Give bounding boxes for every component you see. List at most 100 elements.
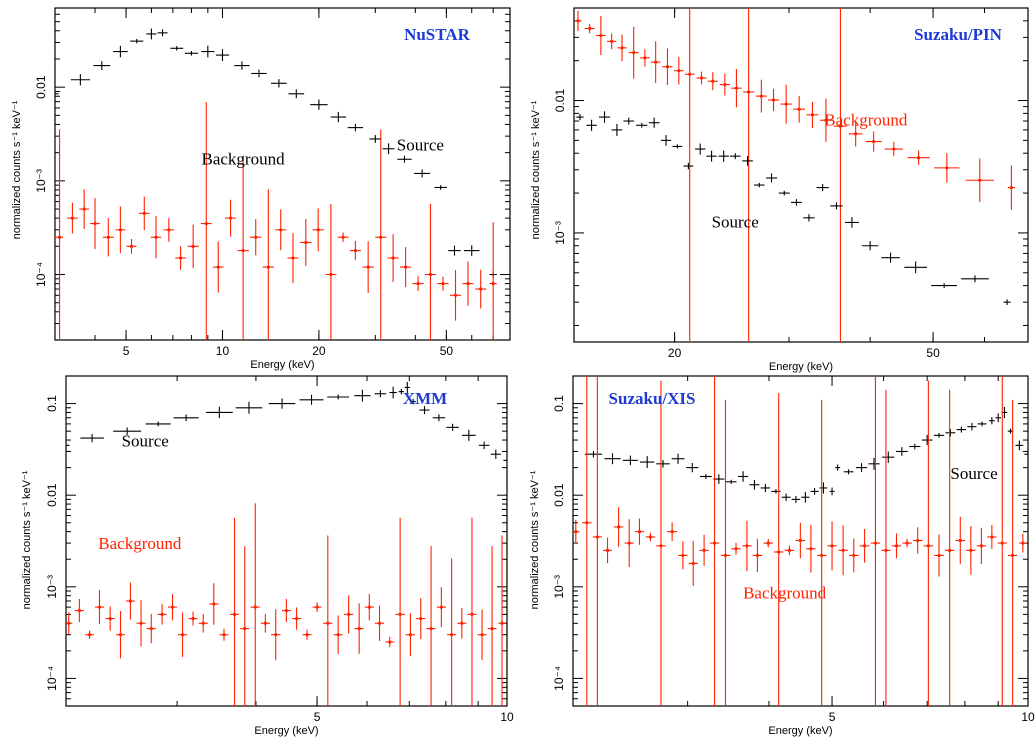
- y-tick-label: 0.1: [552, 395, 566, 412]
- background-data-point: [85, 630, 95, 639]
- background-data-point: [198, 613, 208, 633]
- background-data-point: [229, 517, 240, 706]
- x-axis-label: Energy (keV): [254, 725, 318, 737]
- background-data-point: [1007, 399, 1018, 706]
- background-data-point: [178, 612, 188, 657]
- background-data-point: [300, 219, 312, 266]
- background-data-point: [209, 583, 219, 625]
- source-data-point: [205, 406, 233, 419]
- background-data-point: [250, 219, 262, 256]
- background-data-point: [645, 532, 656, 542]
- background-data-point: [477, 609, 487, 660]
- background-data-point: [395, 517, 405, 706]
- x-axis-label: Energy (keV): [769, 361, 833, 373]
- background-data-point: [175, 246, 186, 270]
- annotation-source: Source: [397, 136, 444, 155]
- x-tick-label: 20: [668, 346, 682, 360]
- y-tick-label: 0.01: [45, 483, 59, 507]
- source-data-point: [310, 99, 328, 110]
- background-data-point: [731, 542, 741, 555]
- source-data-point: [598, 111, 611, 123]
- source-data-point: [829, 487, 835, 496]
- y-tick-label: 10⁻³: [552, 575, 566, 599]
- source-data-point: [695, 143, 706, 155]
- background-data-point: [399, 247, 412, 288]
- background-series: [574, 8, 1016, 342]
- source-data-point: [271, 79, 287, 88]
- source-data-point: [432, 414, 446, 422]
- source-series: [55, 28, 497, 278]
- y-tick-label: 10⁻³: [34, 169, 48, 193]
- plot-frame: [54, 7, 511, 341]
- source-data-point: [816, 184, 829, 192]
- background-data-point: [437, 276, 449, 291]
- source-series: [576, 111, 1011, 305]
- annotation-source: Source: [950, 464, 997, 483]
- x-tick-label: 50: [926, 346, 940, 360]
- source-data-point: [66, 442, 70, 449]
- background-data-point: [881, 389, 891, 706]
- source-data-point: [299, 394, 324, 405]
- background-data-point: [806, 101, 819, 128]
- source-data-point: [989, 417, 995, 425]
- background-data-point: [200, 102, 212, 340]
- background-data-point: [126, 238, 137, 254]
- background-data-point: [743, 8, 755, 342]
- background-data-point: [673, 56, 684, 85]
- background-data-point: [768, 88, 780, 112]
- background-data-point: [405, 613, 416, 657]
- background-data-point: [157, 604, 167, 625]
- y-axis-label: normalized counts s⁻¹ keV⁻¹: [11, 100, 23, 239]
- background-data-point: [699, 534, 709, 566]
- background-data-point: [167, 593, 178, 621]
- annotation-background: Background: [743, 583, 827, 602]
- background-data-point: [780, 84, 792, 124]
- source-data-point: [503, 457, 507, 463]
- background-data-point: [640, 49, 650, 67]
- background-data-point: [965, 158, 995, 203]
- background-data-point: [634, 518, 645, 545]
- background-data-point: [115, 206, 126, 254]
- source-data-point: [945, 428, 956, 437]
- y-tick-label: 10⁻³: [553, 221, 567, 245]
- background-data-point: [573, 519, 580, 544]
- source-data-point: [184, 51, 199, 56]
- background-data-point: [884, 141, 903, 157]
- source-data-point: [1024, 451, 1028, 458]
- background-data-point: [934, 153, 960, 183]
- source-data-point: [234, 61, 250, 70]
- background-data-point: [136, 600, 146, 647]
- background-data-point: [475, 269, 487, 309]
- source-data-point: [844, 217, 859, 228]
- source-data-point: [382, 143, 395, 155]
- background-data-point: [678, 541, 688, 570]
- background-data-point: [865, 131, 882, 152]
- background-data-point: [719, 73, 731, 96]
- source-data-point: [881, 252, 900, 263]
- annotation-background: Background: [98, 534, 182, 553]
- source-data-point: [419, 406, 430, 415]
- source-data-point: [656, 460, 670, 468]
- background-data-point: [74, 598, 84, 623]
- x-tick-label: 5: [123, 344, 130, 358]
- source-data-point: [414, 169, 431, 178]
- x-tick-label: 5: [829, 710, 836, 724]
- panel-title: Suzaku/XIS: [609, 389, 696, 408]
- source-data-point: [843, 469, 854, 475]
- background-data-point: [624, 519, 634, 568]
- background-data-point: [827, 521, 837, 571]
- source-data-point: [921, 434, 933, 446]
- source-data-point: [718, 150, 729, 162]
- source-data-point: [576, 113, 584, 121]
- background-data-point: [688, 540, 698, 586]
- source-data-point: [855, 463, 868, 473]
- background-data-point: [656, 380, 666, 706]
- source-data-point: [623, 117, 635, 125]
- panel-title: Suzaku/PIN: [914, 25, 1003, 44]
- source-data-point: [446, 423, 459, 431]
- background-data-point: [773, 392, 784, 706]
- source-data-point: [573, 448, 577, 455]
- y-tick-label: 10⁻⁴: [45, 666, 59, 691]
- background-series: [55, 102, 497, 340]
- background-data-point: [262, 189, 274, 340]
